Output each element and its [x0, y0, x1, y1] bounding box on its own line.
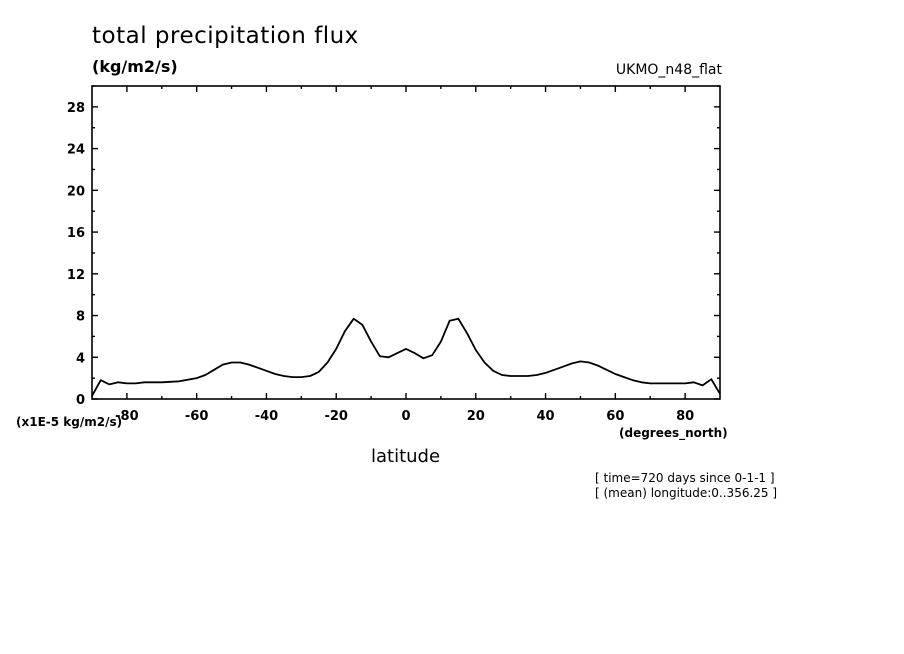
y-tick-label: 0	[76, 393, 85, 408]
y-axis: 0 4 8 12 16 20 24 28	[67, 85, 720, 408]
x-tick-label: -20	[324, 409, 348, 424]
x-tick-label: 20	[467, 409, 485, 424]
y-tick-label: 20	[67, 184, 85, 199]
longitude-info: [ (mean) longitude:0..356.25 ]	[595, 486, 778, 500]
y-tick-label: 12	[67, 268, 85, 283]
y-scale-note: (x1E-5 kg/m2/s)	[16, 415, 123, 429]
chart-title: total precipitation flux	[92, 23, 359, 49]
y-tick-label: 28	[67, 101, 85, 116]
y-tick-label: 8	[76, 310, 85, 325]
y-tick-label: 16	[67, 226, 85, 241]
y-tick-label: 24	[67, 143, 85, 158]
plot-frame	[91, 85, 721, 400]
model-label: UKMO_n48_flat	[615, 62, 722, 78]
y-tick-label: 4	[76, 351, 85, 366]
x-axis-label: latitude	[371, 446, 441, 467]
x-tick-label: 80	[676, 409, 694, 424]
x-tick-label: -60	[185, 409, 209, 424]
x-tick-label: 40	[537, 409, 555, 424]
x-tick-label: 0	[401, 409, 410, 424]
x-tick-label: 60	[606, 409, 624, 424]
x-tick-label: -40	[255, 409, 279, 424]
units-label: (kg/m2/s)	[92, 57, 178, 76]
series-line	[91, 317, 721, 397]
x-axis: -80 -60 -40 -20 0 20 40 60 80	[115, 86, 694, 424]
time-info: [ time=720 days since 0-1-1 ]	[595, 471, 775, 485]
x-tick-label: -80	[115, 409, 139, 424]
x-axis-units: (degrees_north)	[619, 426, 728, 440]
